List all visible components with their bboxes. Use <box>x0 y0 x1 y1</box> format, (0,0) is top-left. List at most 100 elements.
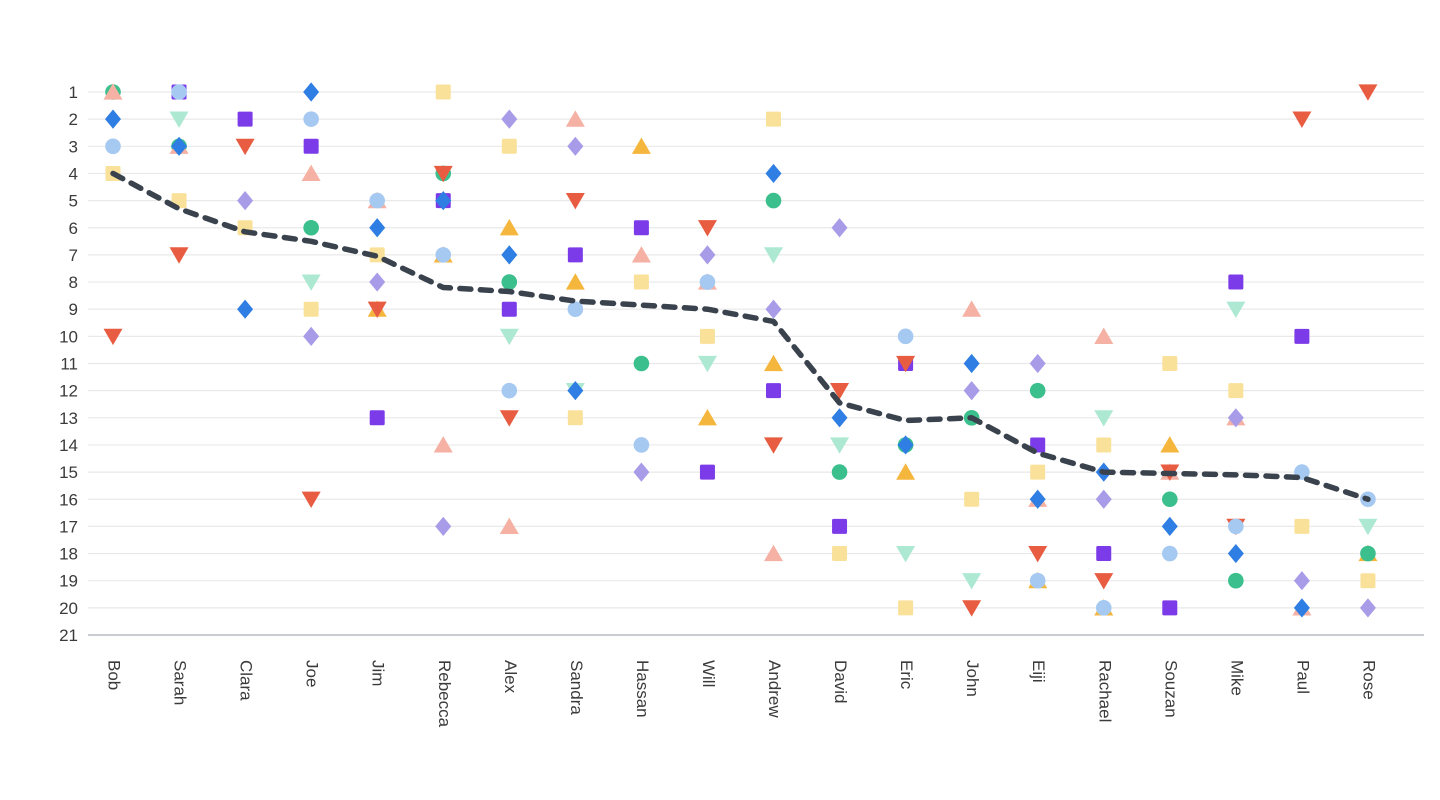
marker-lavender-diamond-rachael[interactable] <box>1095 489 1112 509</box>
marker-light-blue-circle-sarah[interactable] <box>171 84 187 100</box>
marker-blue-diamond-paul[interactable] <box>1293 598 1310 618</box>
marker-red-triangle-down-will[interactable] <box>697 220 717 237</box>
marker-yellow-square-rachael[interactable] <box>1096 437 1112 453</box>
marker-blue-diamond-clara[interactable] <box>237 299 254 319</box>
marker-lavender-diamond-hassan[interactable] <box>633 462 650 482</box>
marker-mint-triangle-down-sarah[interactable] <box>169 111 189 128</box>
marker-yellow-square-rose[interactable] <box>1360 573 1376 589</box>
marker-yellow-square-hassan[interactable] <box>633 274 649 290</box>
marker-blue-diamond-mike[interactable] <box>1227 543 1244 564</box>
marker-yellow-square-joe[interactable] <box>303 301 319 317</box>
marker-light-blue-circle-souzan[interactable] <box>1162 545 1178 562</box>
marker-mint-triangle-down-mike[interactable] <box>1226 301 1246 318</box>
marker-amber-triangle-up-hassan[interactable] <box>631 137 651 154</box>
marker-lavender-diamond-john[interactable] <box>963 381 980 401</box>
marker-yellow-square-paul[interactable] <box>1294 518 1310 534</box>
marker-light-blue-circle-will[interactable] <box>699 274 716 290</box>
marker-mint-triangle-down-david[interactable] <box>830 437 850 454</box>
marker-green-circle-eiji[interactable] <box>1029 382 1046 399</box>
marker-lavender-diamond-paul[interactable] <box>1293 571 1310 591</box>
marker-mint-triangle-down-will[interactable] <box>697 355 717 373</box>
marker-purple-square-jim[interactable] <box>369 410 385 426</box>
marker-red-triangle-down-paul[interactable] <box>1292 111 1312 128</box>
marker-red-triangle-down-john[interactable] <box>962 600 982 617</box>
marker-mint-triangle-down-eric[interactable] <box>896 545 916 563</box>
marker-salmon-triangle-up-andrew[interactable] <box>764 544 783 562</box>
marker-green-circle-joe[interactable] <box>303 219 319 236</box>
marker-amber-triangle-up-souzan[interactable] <box>1160 436 1180 453</box>
marker-amber-triangle-up-will[interactable] <box>697 409 717 426</box>
marker-mint-triangle-down-rachael[interactable] <box>1094 410 1114 427</box>
marker-purple-square-andrew[interactable] <box>766 383 781 399</box>
marker-yellow-square-alex[interactable] <box>501 138 517 154</box>
marker-blue-diamond-sarah[interactable] <box>171 136 188 156</box>
marker-yellow-square-sandra[interactable] <box>567 410 583 426</box>
marker-green-circle-rose[interactable] <box>1360 545 1376 562</box>
marker-yellow-square-souzan[interactable] <box>1162 356 1178 371</box>
marker-salmon-triangle-up-john[interactable] <box>962 300 982 317</box>
marker-green-circle-hassan[interactable] <box>633 355 650 372</box>
marker-yellow-square-andrew[interactable] <box>766 111 781 127</box>
marker-purple-square-david[interactable] <box>832 518 848 534</box>
marker-light-blue-circle-jim[interactable] <box>369 192 386 209</box>
marker-blue-diamond-bob[interactable] <box>105 109 121 129</box>
marker-salmon-triangle-up-bob[interactable] <box>103 83 123 100</box>
marker-red-triangle-down-bob[interactable] <box>103 328 123 346</box>
marker-purple-square-paul[interactable] <box>1294 328 1310 344</box>
marker-amber-triangle-up-eric[interactable] <box>896 463 916 480</box>
marker-blue-diamond-jim[interactable] <box>369 218 386 238</box>
marker-lavender-diamond-jim[interactable] <box>369 272 386 292</box>
marker-light-blue-circle-mike[interactable] <box>1228 518 1244 535</box>
marker-purple-square-rachael[interactable] <box>1096 546 1112 562</box>
marker-blue-diamond-souzan[interactable] <box>1161 516 1178 536</box>
marker-red-triangle-down-andrew[interactable] <box>764 437 783 454</box>
marker-lavender-diamond-rebecca[interactable] <box>435 516 452 536</box>
marker-light-blue-circle-eric[interactable] <box>897 328 914 345</box>
marker-blue-diamond-rebecca[interactable] <box>435 191 452 211</box>
marker-purple-square-souzan[interactable] <box>1162 600 1178 616</box>
marker-green-circle-david[interactable] <box>831 464 848 480</box>
marker-lavender-diamond-sandra[interactable] <box>567 136 584 156</box>
marker-lavender-diamond-alex[interactable] <box>501 109 518 129</box>
marker-purple-square-joe[interactable] <box>303 138 319 154</box>
marker-yellow-square-mike[interactable] <box>1228 383 1244 399</box>
marker-red-triangle-down-rebecca[interactable] <box>433 165 453 183</box>
marker-blue-diamond-john[interactable] <box>963 353 980 374</box>
marker-mint-triangle-down-andrew[interactable] <box>764 247 783 264</box>
marker-salmon-triangle-up-rebecca[interactable] <box>433 436 453 453</box>
marker-red-triangle-down-joe[interactable] <box>301 491 321 509</box>
marker-salmon-triangle-up-hassan[interactable] <box>631 246 651 263</box>
marker-light-blue-circle-eiji[interactable] <box>1029 572 1046 589</box>
marker-yellow-square-david[interactable] <box>832 546 848 562</box>
marker-salmon-triangle-up-rachael[interactable] <box>1094 327 1114 344</box>
marker-red-triangle-down-jim[interactable] <box>367 301 387 318</box>
marker-lavender-diamond-mike[interactable] <box>1227 408 1244 428</box>
marker-salmon-triangle-up-sandra[interactable] <box>565 110 585 127</box>
marker-light-blue-circle-rachael[interactable] <box>1095 600 1112 616</box>
marker-blue-diamond-eric[interactable] <box>897 435 914 455</box>
marker-purple-square-will[interactable] <box>699 464 715 480</box>
marker-blue-diamond-eiji[interactable] <box>1029 489 1046 509</box>
marker-yellow-square-rebecca[interactable] <box>435 84 451 100</box>
marker-yellow-square-eiji[interactable] <box>1030 464 1046 480</box>
marker-amber-triangle-up-sandra[interactable] <box>565 273 585 290</box>
marker-green-circle-alex[interactable] <box>501 274 518 290</box>
marker-salmon-triangle-up-alex[interactable] <box>499 517 519 534</box>
marker-lavender-diamond-clara[interactable] <box>237 191 254 211</box>
marker-blue-diamond-alex[interactable] <box>501 245 518 265</box>
marker-mint-triangle-down-joe[interactable] <box>301 274 321 291</box>
marker-red-triangle-down-clara[interactable] <box>235 138 255 156</box>
marker-blue-diamond-joe[interactable] <box>303 82 320 102</box>
marker-purple-square-sandra[interactable] <box>567 247 583 263</box>
marker-green-circle-souzan[interactable] <box>1162 491 1178 508</box>
marker-red-triangle-down-rose[interactable] <box>1358 84 1378 101</box>
marker-mint-triangle-down-alex[interactable] <box>499 328 519 346</box>
marker-purple-square-hassan[interactable] <box>633 220 649 236</box>
marker-purple-square-alex[interactable] <box>501 301 517 317</box>
marker-purple-square-mike[interactable] <box>1228 274 1244 290</box>
marker-salmon-triangle-up-joe[interactable] <box>301 164 321 182</box>
marker-blue-diamond-sandra[interactable] <box>567 381 584 401</box>
marker-lavender-diamond-eiji[interactable] <box>1029 353 1046 374</box>
marker-light-blue-circle-hassan[interactable] <box>633 437 650 453</box>
marker-mint-triangle-down-john[interactable] <box>962 573 982 590</box>
